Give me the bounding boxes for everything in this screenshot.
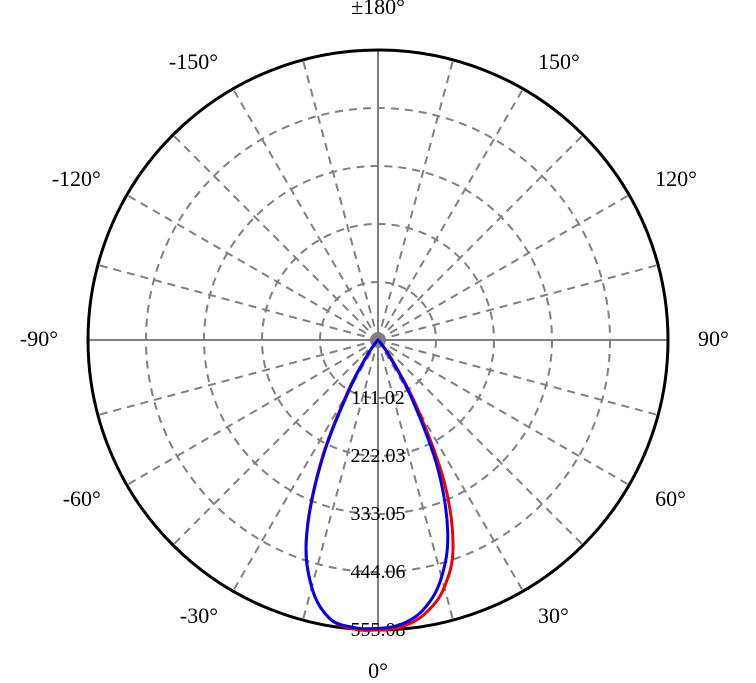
ring-label: 333.05	[351, 503, 406, 525]
angle-label: -60°	[63, 486, 101, 511]
polar-chart: 111.02222.03333.05444.06555.080°30°60°90…	[0, 0, 756, 683]
angle-label: 120°	[655, 166, 697, 191]
angle-label: -90°	[20, 326, 58, 351]
angle-label: 60°	[655, 486, 686, 511]
angle-label: -150°	[169, 49, 218, 74]
angle-label: -30°	[180, 603, 218, 628]
angle-label: -120°	[52, 166, 101, 191]
angle-label: 30°	[538, 603, 569, 628]
ring-label: 222.03	[351, 445, 406, 467]
angle-label: 90°	[698, 326, 729, 351]
ring-label: 111.02	[351, 387, 405, 409]
angle-label: 0°	[368, 658, 388, 683]
ring-label: 444.06	[351, 561, 406, 583]
angle-label: ±180°	[351, 0, 405, 19]
angle-label: 150°	[538, 49, 580, 74]
